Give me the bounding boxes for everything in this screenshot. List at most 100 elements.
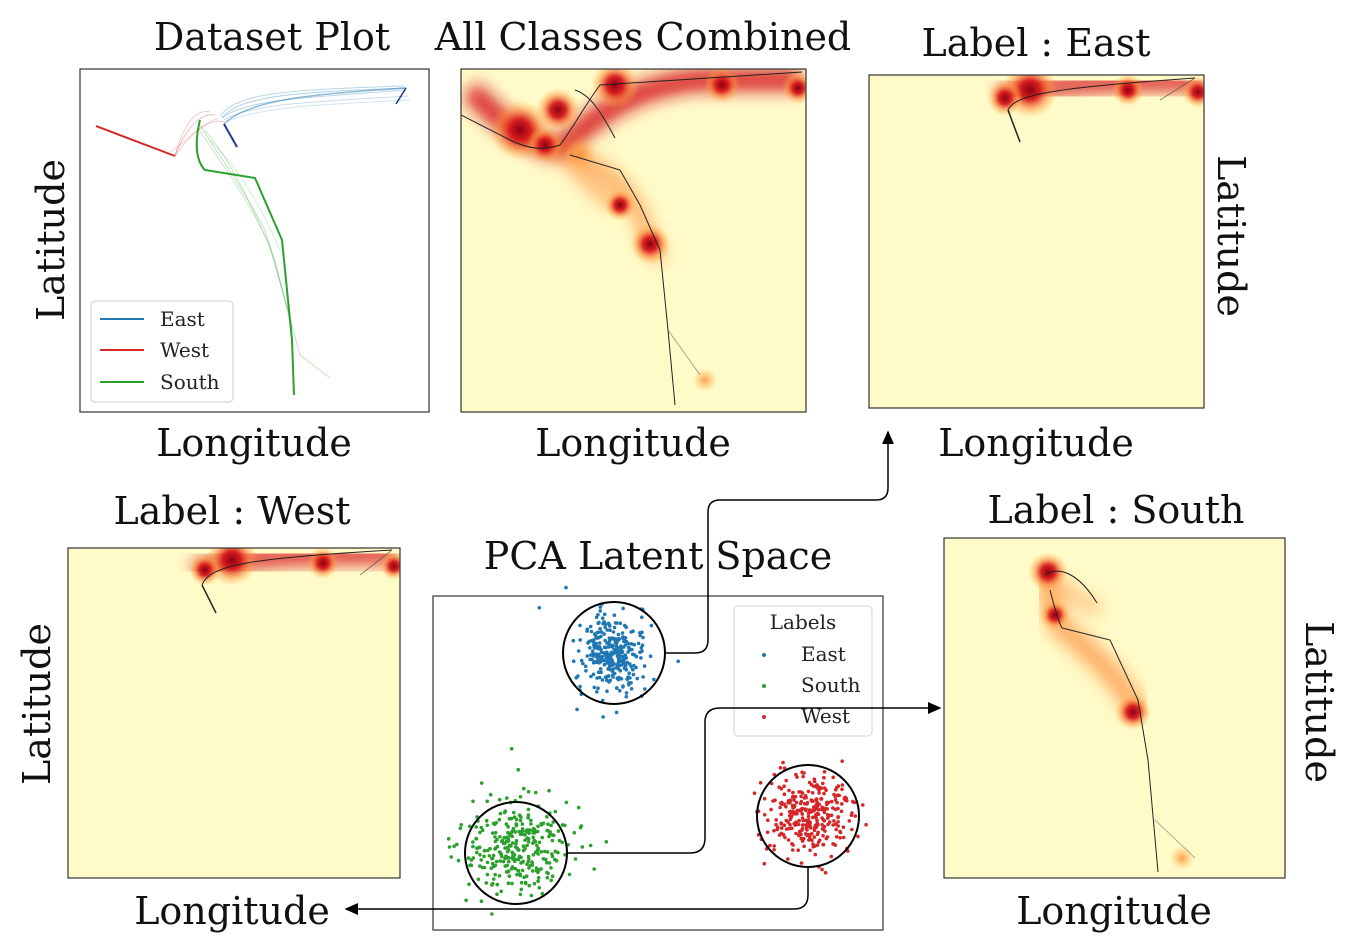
west-panel: Label : West Longitude Latitude — [15, 489, 401, 933]
pca-point-east — [605, 628, 609, 632]
pca-point-west — [810, 831, 814, 836]
pca-point-west — [820, 867, 824, 872]
pca-point-east — [642, 664, 647, 668]
pca-point-east — [588, 646, 592, 650]
pca-point-south — [514, 817, 519, 822]
pca-point-east — [617, 650, 622, 655]
pca-point-south — [514, 841, 518, 846]
pca-point-west — [822, 770, 827, 774]
pca-point-south — [518, 818, 523, 823]
pca-point-west — [823, 829, 827, 833]
pca-point-east — [676, 659, 680, 664]
pca-point-south — [480, 865, 485, 870]
pca-point-west — [797, 818, 801, 823]
pca-point-west — [820, 816, 824, 820]
pca-point-west — [786, 801, 790, 805]
pca-point-south — [498, 835, 502, 839]
pca-point-south — [564, 800, 569, 805]
dataset-panel: Dataset Plot E — [29, 15, 430, 465]
pca-point-east — [598, 605, 603, 609]
pca-point-east — [601, 715, 605, 719]
pca-point-south — [516, 857, 521, 862]
pca-point-east — [592, 632, 597, 636]
pca-point-south — [517, 854, 522, 859]
pca-point-south — [490, 856, 495, 861]
pca-point-south — [471, 799, 475, 804]
pca-point-south — [540, 835, 544, 840]
pca-legend-south: South — [801, 673, 861, 697]
pca-point-south — [546, 871, 550, 876]
pca-point-west — [793, 794, 798, 799]
pca-point-east — [624, 691, 629, 695]
west-trajectories — [95, 111, 226, 157]
pca-point-south — [489, 866, 494, 870]
pca-point-west — [752, 791, 757, 795]
pca-point-east — [581, 661, 585, 666]
pca-point-west — [815, 821, 820, 826]
pca-point-west — [811, 842, 815, 846]
pca-point-south — [604, 840, 609, 844]
pca-point-west — [840, 802, 844, 806]
pca-point-east — [611, 630, 616, 634]
pca-point-south — [546, 822, 550, 826]
pca-point-south — [502, 810, 507, 815]
pca-point-east — [578, 623, 582, 628]
pca-point-west — [771, 799, 775, 803]
pca-point-east — [628, 662, 632, 666]
pca-point-south — [514, 839, 519, 843]
pca-point-west — [824, 788, 828, 792]
pca-point-west — [826, 822, 830, 827]
pca-point-east — [596, 670, 601, 674]
pca-point-east — [607, 639, 612, 644]
pca-point-west — [853, 814, 858, 818]
pca-point-west — [799, 794, 803, 799]
pca-point-south — [464, 898, 468, 903]
pca-point-west — [834, 827, 838, 832]
south-frame — [943, 537, 1286, 879]
pca-point-east — [612, 613, 617, 617]
pca-point-south — [490, 912, 494, 916]
pca-point-south — [526, 840, 531, 844]
pca-point-south — [550, 838, 555, 843]
pca-point-west — [856, 834, 860, 839]
pca-point-south — [535, 843, 539, 848]
pca-point-south — [504, 856, 509, 860]
pca-point-south — [567, 872, 572, 877]
pca-point-west — [778, 766, 783, 770]
pca-point-west — [804, 823, 808, 827]
south-title: Label : South — [988, 488, 1245, 532]
pca-point-west — [864, 822, 868, 827]
pca-point-south — [541, 857, 546, 861]
pca-point-east — [613, 638, 617, 642]
west-xlabel: Longitude — [134, 889, 330, 933]
pca-point-south — [503, 864, 508, 868]
pca-point-west — [772, 848, 776, 852]
pca-point-south — [552, 833, 556, 838]
pca-point-south — [539, 850, 544, 854]
pca-point-east — [604, 678, 609, 682]
pca-point-east — [599, 630, 604, 634]
pca-point-east — [628, 647, 633, 652]
pca-point-south — [545, 850, 550, 854]
pca-panel: PCA Latent Space Labels East South West — [432, 534, 884, 931]
pca-point-west — [815, 818, 819, 823]
pca-point-south — [498, 811, 503, 816]
pca-point-east — [617, 675, 621, 680]
pca-point-west — [774, 818, 778, 822]
pca-point-south — [471, 840, 475, 844]
pca-point-south — [516, 767, 520, 772]
pca-point-west — [796, 822, 801, 827]
pca-point-east — [602, 662, 607, 667]
west-title: Label : West — [113, 489, 350, 533]
pca-point-east — [601, 621, 605, 626]
pca-point-west — [808, 836, 812, 841]
combined-frame — [460, 68, 807, 413]
pca-point-south — [478, 864, 482, 868]
pca-point-west — [806, 832, 811, 837]
pca-point-south — [447, 845, 452, 849]
pca-point-south — [529, 822, 533, 826]
pca-point-east — [588, 624, 593, 629]
pca-point-south — [513, 857, 518, 862]
pca-point-south — [479, 858, 484, 862]
pca-point-west — [772, 772, 777, 777]
